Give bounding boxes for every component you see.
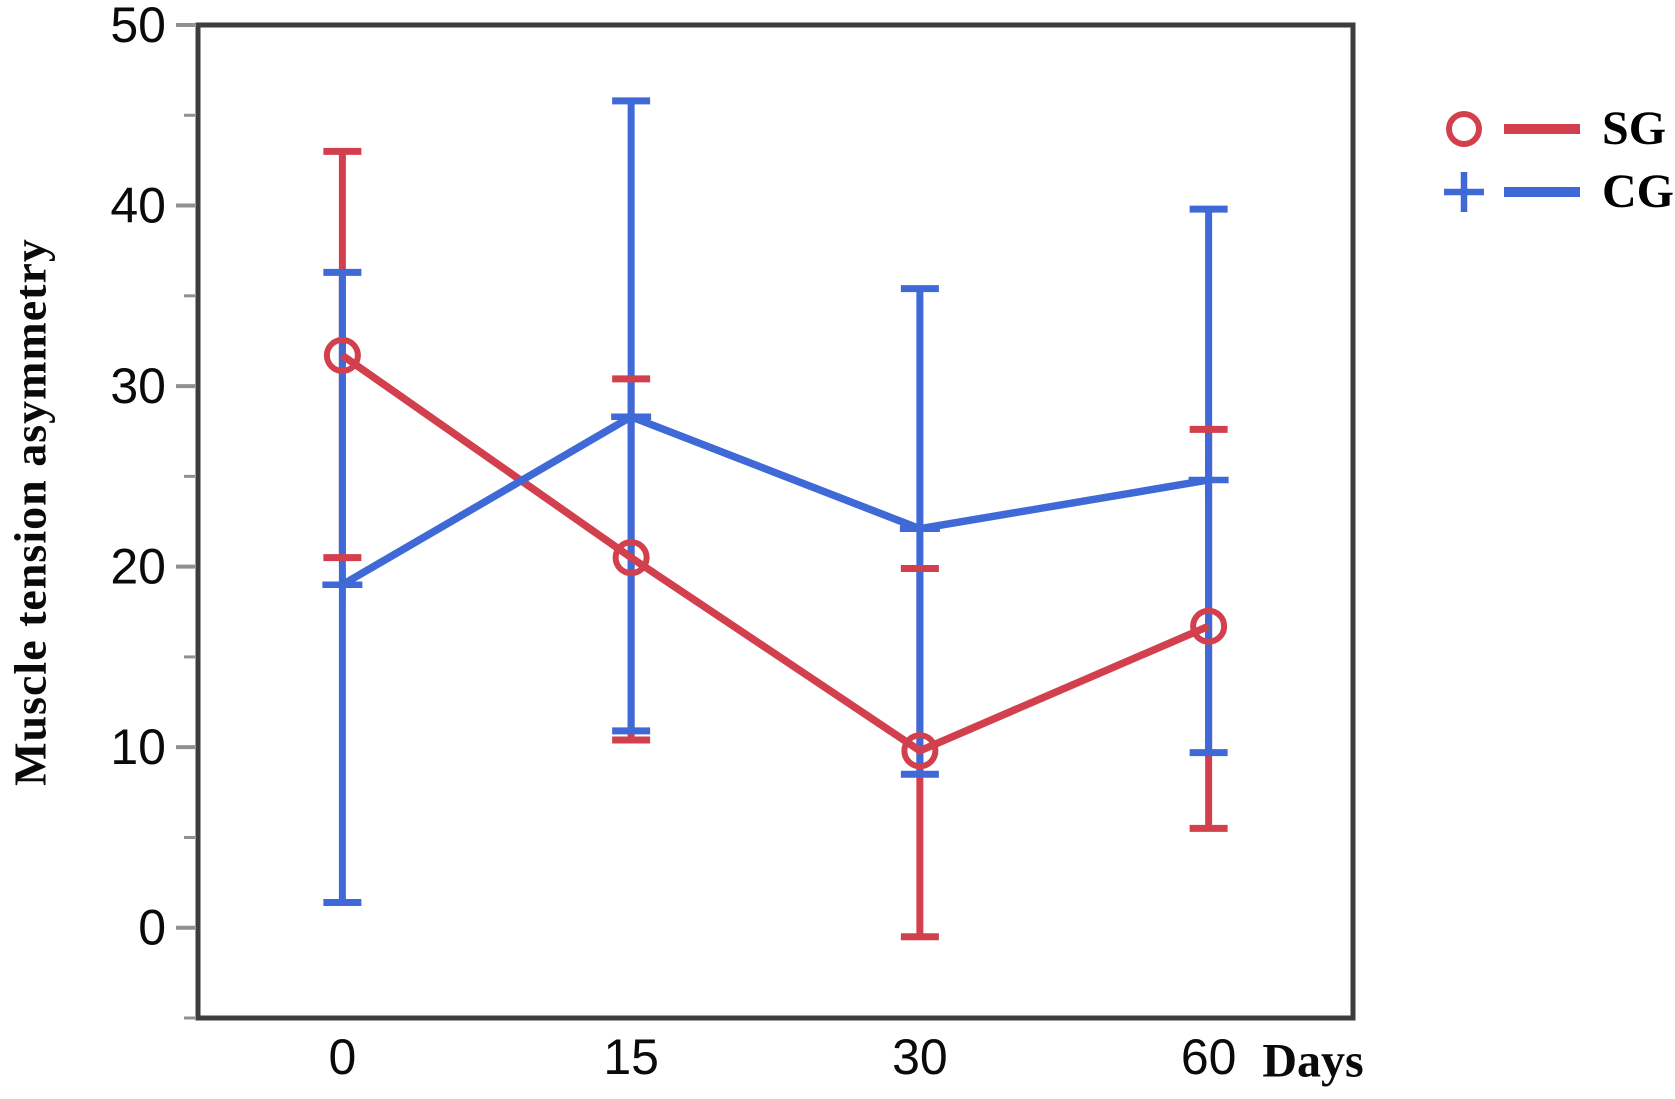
x-tick-label: 15: [603, 1029, 659, 1085]
y-tick-label: 50: [110, 0, 166, 53]
y-tick-label: 0: [138, 900, 166, 956]
legend-line-swatch-sg: [1504, 124, 1580, 134]
x-tick-label: 0: [328, 1029, 356, 1085]
x-axis-title: Days: [1262, 1034, 1364, 1088]
data-point-circle-sg: [323, 336, 361, 374]
legend-item-cg: CG: [1442, 165, 1674, 218]
legend-item-sg: SG: [1442, 102, 1674, 155]
data-point-circle-sg: [1190, 607, 1228, 645]
y-tick-label: 10: [110, 719, 166, 775]
y-tick-label: 40: [110, 178, 166, 234]
data-point-circle-sg: [901, 732, 939, 770]
y-axis-title: Muscle tension asymmetry: [4, 238, 56, 786]
data-point-plus-cg: [611, 396, 652, 437]
y-tick-label: 30: [110, 358, 166, 414]
data-point-plus-cg: [322, 564, 363, 605]
x-tick-label: 30: [892, 1029, 948, 1085]
circle-marker-icon: [1446, 111, 1482, 147]
data-point-plus-cg: [899, 508, 940, 549]
x-tick-label: 60: [1181, 1029, 1237, 1085]
y-tick-label: 20: [110, 539, 166, 595]
plot-border: [195, 22, 1356, 1021]
legend-line-swatch-cg: [1504, 187, 1580, 197]
series-line-cg: [340, 413, 1210, 588]
legend: SG CG: [1442, 102, 1674, 218]
legend-label-cg: CG: [1602, 165, 1674, 218]
legend-label-sg: SG: [1602, 102, 1667, 155]
plus-marker-icon: [1444, 172, 1484, 212]
data-point-plus-cg: [1188, 459, 1229, 500]
series-line-sg: [340, 352, 1211, 755]
data-point-circle-sg: [612, 539, 650, 577]
